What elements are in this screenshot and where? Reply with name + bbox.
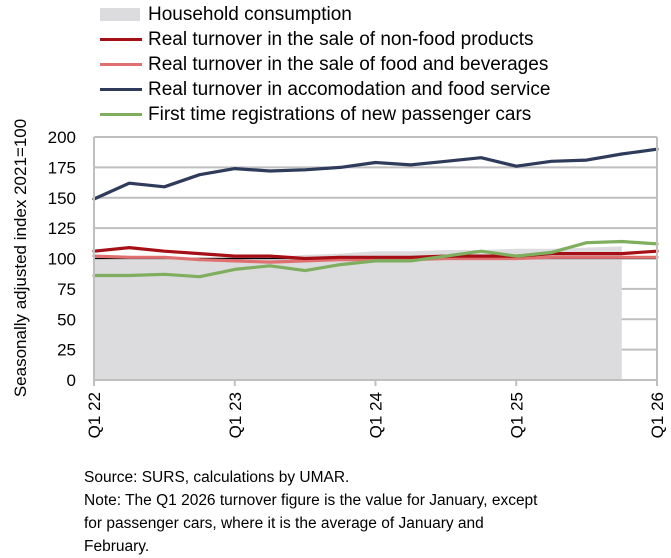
series-line-first-time-registrations-of-new-passenger-cars [92,239,659,279]
legend-item-food-beverages: Real turnover in the sale of food and be… [100,52,550,77]
legend-label: Real turnover in the sale of non-food pr… [148,28,534,50]
legend-label: First time registrations of new passenge… [148,103,532,125]
note-line: February. [84,538,150,555]
y-tick-label: 0 [67,371,76,390]
legend-item-passenger-cars: First time registrations of new passenge… [100,102,550,127]
y-tick-label: 100 [48,250,76,269]
x-tick-labels: Q1 22 Q1 23 Q1 24 Q1 25 Q1 26 [85,380,667,438]
y-tick-label: 25 [57,341,76,360]
x-tick-label: Q1 26 [648,392,667,438]
legend-swatch [100,88,142,91]
x-tick-label: Q1 22 [85,392,104,438]
x-tick-label: Q1 24 [367,392,386,438]
household-consumption-area [94,246,622,380]
legend-swatch [100,113,142,116]
y-tick-label: 75 [57,280,76,299]
y-tick-label: 200 [48,128,76,147]
y-axis-label: Seasonally adjusted index 2021=100 [11,119,30,397]
series-line-real-turnover-in-accomodation-and-food-service [92,147,659,201]
legend-item-accommodation: Real turnover in accomodation and food s… [100,77,550,102]
legend-label: Household consumption [148,3,352,25]
chart-notes: Source: SURS, calculations by UMAR. Note… [84,466,664,558]
series-line-real-turnover-in-the-sale-of-non-food-products [92,246,659,261]
legend-label: Real turnover in the sale of food and be… [148,53,549,75]
y-tick-label: 50 [57,310,76,329]
y-tick-label: 175 [48,158,76,177]
note-line: for passenger cars, where it is the aver… [84,515,484,532]
legend-swatch [100,38,142,41]
x-tick-label: Q1 23 [226,392,245,438]
legend-label: Real turnover in accomodation and food s… [148,78,551,100]
series-lines [92,147,659,279]
y-tick-label: 150 [48,189,76,208]
note-line: Note: The Q1 2026 turnover figure is the… [84,492,538,509]
y-tick-labels: 0 25 50 75 100 125 150 175 200 [48,128,76,390]
legend-item-household-consumption: Household consumption [100,2,550,27]
y-tick-label: 125 [48,219,76,238]
legend-swatch [100,63,142,66]
legend-swatch [100,8,140,21]
legend-item-non-food: Real turnover in the sale of non-food pr… [100,27,550,52]
source-text: Source: SURS, calculations by UMAR. [84,469,350,486]
household-consumption-area-fill [94,246,622,380]
legend: Household consumption Real turnover in t… [100,2,550,127]
x-tick-label: Q1 25 [507,392,526,438]
